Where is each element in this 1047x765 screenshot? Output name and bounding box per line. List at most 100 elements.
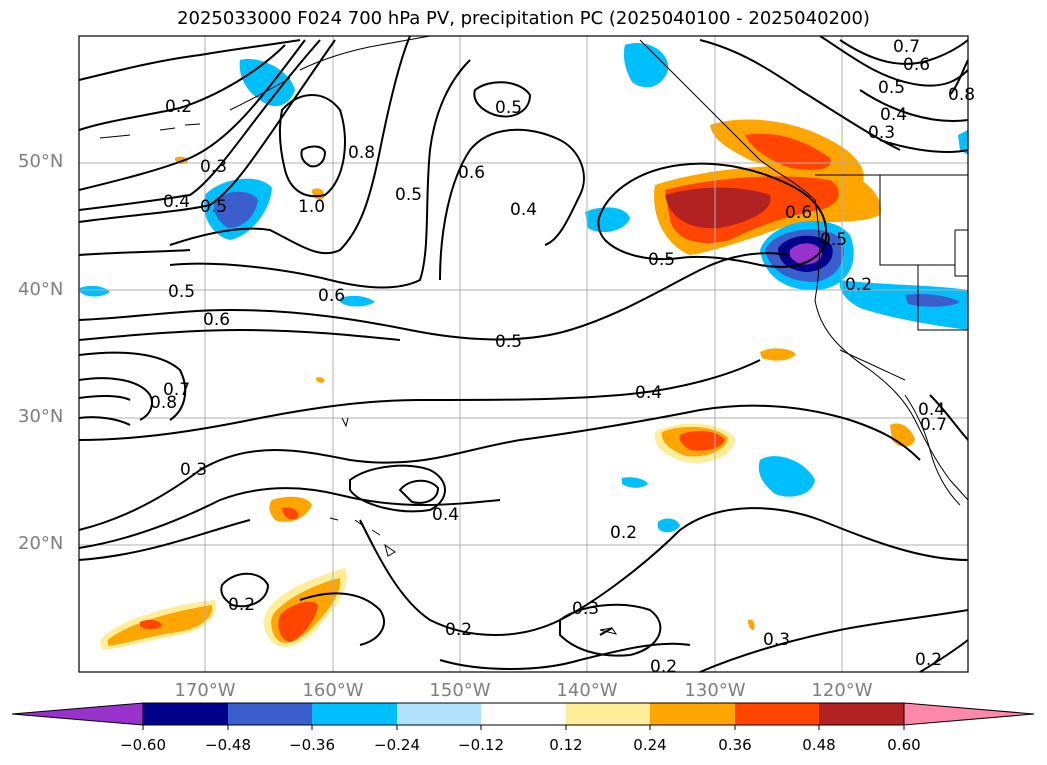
contour-label: 0.7 <box>893 37 920 57</box>
precip-positive-patch <box>278 601 318 642</box>
contour-label: 0.2 <box>845 275 872 295</box>
colorbar-extend-right <box>903 702 1035 726</box>
contour-label: 0.3 <box>868 123 895 143</box>
colorbar-segment <box>481 703 566 725</box>
precip-positive-patch <box>748 619 755 630</box>
lon-label: 160°W <box>302 680 364 701</box>
contour-label: 0.4 <box>163 192 190 212</box>
contour-label: 0.2 <box>445 620 472 640</box>
contour-label: 0.5 <box>200 197 227 217</box>
precip-positive-patch <box>760 348 796 361</box>
colorbar-segment <box>312 703 397 725</box>
contour-label: 0.4 <box>880 105 907 125</box>
colorbar-segment <box>650 703 735 725</box>
colorbar-tick-label: −0.48 <box>205 736 251 754</box>
colorbar-tick-label: 0.60 <box>887 736 921 754</box>
coastlines <box>99 35 969 635</box>
precip-positive-patch <box>316 377 325 383</box>
colorbar-tick-label: −0.24 <box>374 736 420 754</box>
precip-negative-patch <box>622 477 648 488</box>
contour-label: 0.5 <box>878 78 905 98</box>
lon-label: 150°W <box>429 680 491 701</box>
contour-label: 0.3 <box>200 157 227 177</box>
contour-label: 0.5 <box>648 250 675 270</box>
contour-label: 0.6 <box>203 310 230 330</box>
precip-negative-patch <box>905 293 960 307</box>
colorbar-segment <box>397 703 481 725</box>
precip-negative-patch <box>80 285 110 297</box>
lon-label: 140°W <box>556 680 618 701</box>
contour-label: 0.7 <box>163 380 190 400</box>
contour-label: 0.2 <box>610 523 637 543</box>
colorbar-tick-label: 0.48 <box>802 736 836 754</box>
lon-label: 170°W <box>174 680 236 701</box>
contour-label: 0.8 <box>348 143 375 163</box>
precip-negative-patch <box>340 295 375 307</box>
colorbar-segment <box>143 703 228 725</box>
contour-label: 0.7 <box>920 415 947 435</box>
precip-negative-patch <box>758 456 815 497</box>
contour-label: 0.4 <box>635 383 662 403</box>
lon-label: 120°W <box>811 680 873 701</box>
colorbar-outline <box>142 702 905 726</box>
colorbar-tick-label: 0.36 <box>718 736 752 754</box>
contour-label: 0.3 <box>763 630 790 650</box>
lat-label: 40°N <box>18 279 64 300</box>
precip-negative-patch <box>789 243 822 265</box>
colorbar-tick-label: −0.60 <box>120 736 166 754</box>
colorbar-segment <box>566 703 650 725</box>
colorbar-tick-label: 0.24 <box>633 736 667 754</box>
colorbar-segment <box>819 703 904 725</box>
lon-label: 130°W <box>684 680 746 701</box>
contour-label: 0.5 <box>495 98 522 118</box>
precip-negative-patch <box>839 280 968 330</box>
contour-label: 0.6 <box>903 55 930 75</box>
precip-positive-patch <box>282 507 299 520</box>
contour-label: 1.0 <box>298 197 325 217</box>
precip-positive-patch <box>890 423 915 447</box>
contour-label-layer: 0.7 0.6 0.5 0.4 0.3 0.2 0.3 0.4 0.5 1.0 … <box>150 37 975 677</box>
colorbar <box>11 702 1035 730</box>
contour-label: 0.2 <box>165 97 192 117</box>
colorbar-tick-label: 0.12 <box>549 736 583 754</box>
lat-label: 50°N <box>18 151 64 172</box>
contour-label: 0.6 <box>785 203 812 223</box>
precip-negative-patch <box>214 191 258 228</box>
lat-label: 30°N <box>18 406 64 427</box>
contour-label: 0.5 <box>820 230 847 250</box>
colorbar-tick-label: −0.12 <box>458 736 504 754</box>
precip-positive-patch <box>665 187 771 229</box>
graticule <box>79 36 968 672</box>
colorbar-segment <box>228 703 312 725</box>
contour-label: 0.5 <box>495 332 522 352</box>
precip-negative-patch <box>658 518 680 533</box>
contour-label: 0.3 <box>572 599 599 619</box>
map-title: 2025033000 F024 700 hPa PV, precipitatio… <box>177 8 870 29</box>
colorbar-segment <box>735 703 819 725</box>
precip-negative-patch <box>239 59 295 107</box>
contour-label: 0.6 <box>458 163 485 183</box>
contour-label: 0.2 <box>650 657 677 677</box>
contour-label: 0.2 <box>228 595 255 615</box>
contour-label: 0.4 <box>432 505 459 525</box>
contour-label: 0.4 <box>918 400 945 420</box>
precip-negative-patch <box>623 42 669 88</box>
precip-positive-patch <box>679 430 725 451</box>
map-frame <box>78 35 969 673</box>
pv-contours <box>78 35 969 673</box>
contour-label: 0.5 <box>395 185 422 205</box>
precip-negative-patch <box>585 207 630 233</box>
precip-positive-patch <box>745 133 831 170</box>
colorbar-extend-left <box>11 702 144 726</box>
precip-fill-layer <box>80 42 968 650</box>
contour-label: 0.8 <box>150 393 177 413</box>
contour-label: 0.2 <box>915 650 942 670</box>
precip-negative-patch <box>958 130 968 155</box>
precip-positive-patch <box>140 619 162 629</box>
contour-label: 0.4 <box>510 200 537 220</box>
lat-label: 20°N <box>18 533 64 554</box>
contour-label: 0.8 <box>948 85 975 105</box>
contour-label: 0.6 <box>318 286 345 306</box>
contour-label: 0.3 <box>180 460 207 480</box>
